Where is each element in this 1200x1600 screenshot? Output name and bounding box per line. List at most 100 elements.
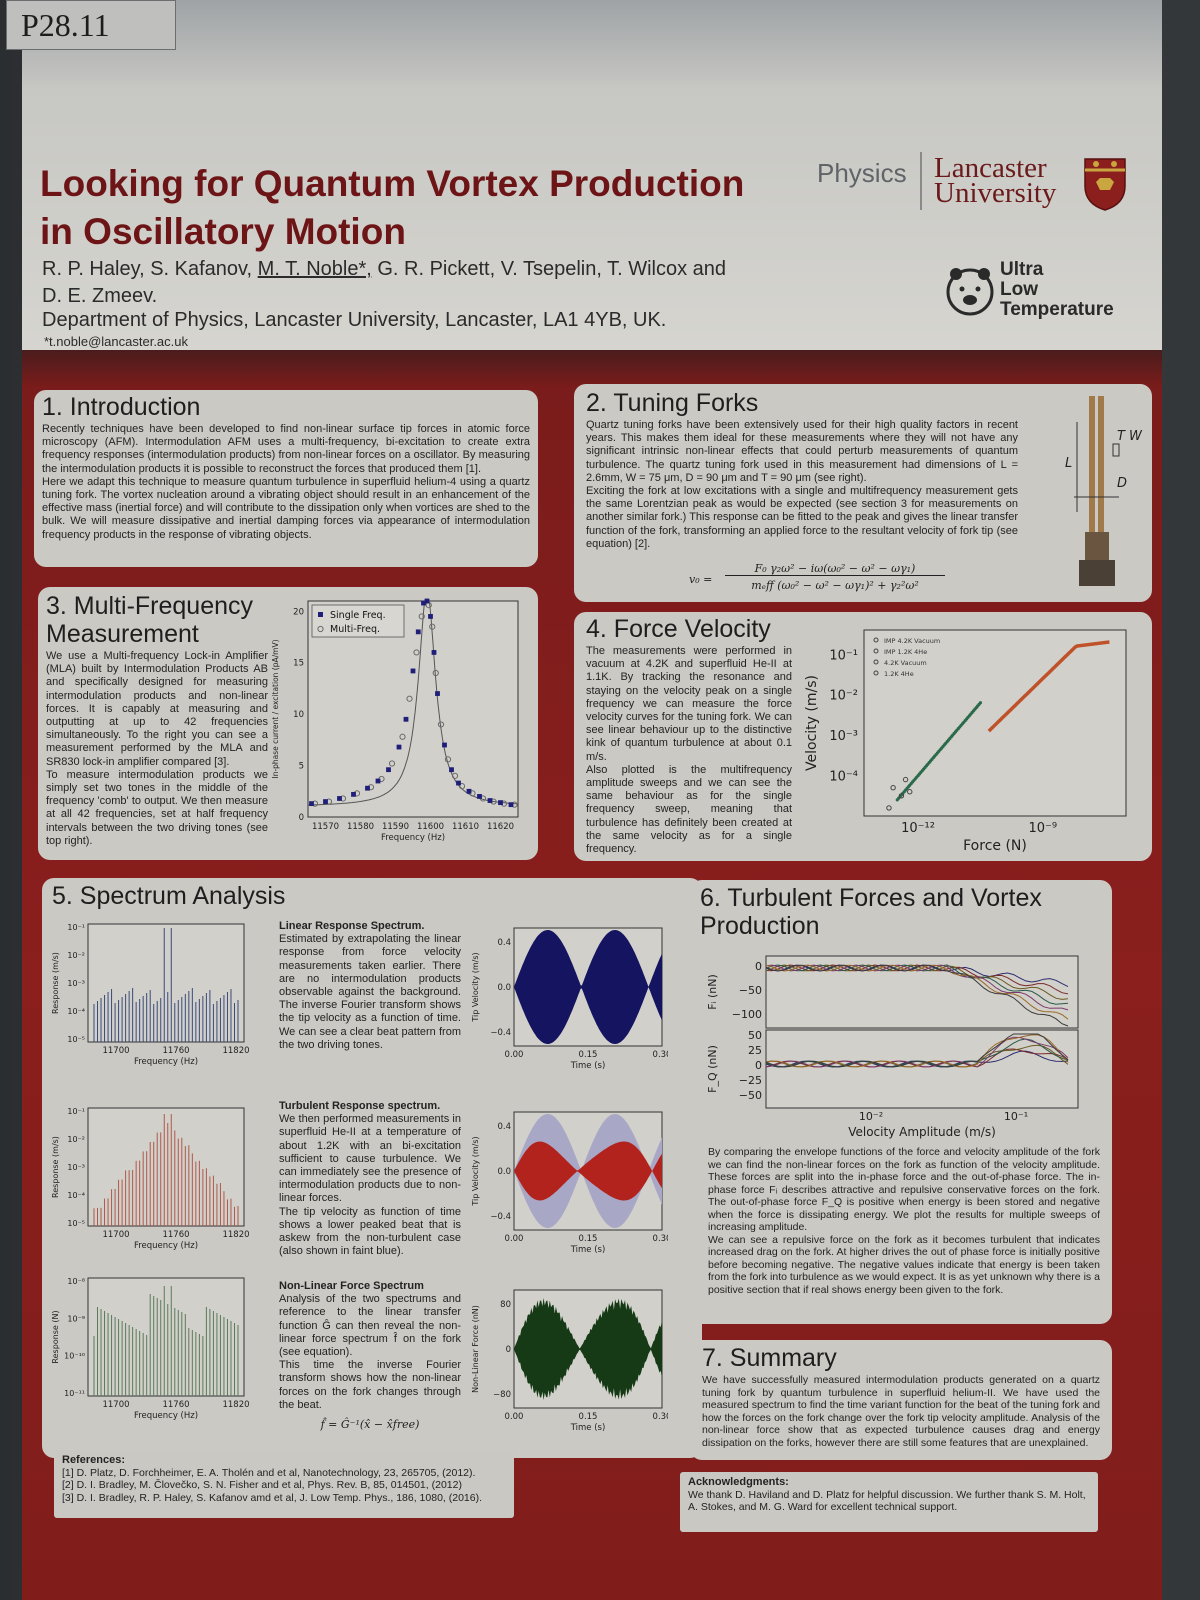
y-tick-label: 10⁻⁹ <box>67 1314 85 1323</box>
nonlinear-force-text: Non-Linear Force Spectrum Analysis of th… <box>279 1280 461 1431</box>
y-tick-label: 10⁻² <box>67 951 85 960</box>
single-freq-point <box>410 668 416 674</box>
single-freq-point <box>431 650 437 655</box>
legend-marker <box>873 637 879 643</box>
equation-numerator: F₀ γ₂ω² − iω(ω₀² − ω² − ωγ₁) <box>725 562 945 576</box>
bottom-y-tick-label: 0 <box>755 1059 762 1072</box>
single-freq-point <box>365 785 370 791</box>
in-phase-force-sweep <box>765 964 1069 1027</box>
x-tick-label: 10⁻⁹ <box>1029 821 1058 836</box>
mfm-p2: To measure intermodulation products we s… <box>46 768 268 847</box>
plot-frame <box>87 1277 245 1397</box>
y-tick-label: 10⁻⁴ <box>67 1191 85 1200</box>
vacuum-point <box>978 701 983 705</box>
in-phase-force-sweep <box>765 964 1069 1011</box>
x-tick-label: 0.30 <box>653 1050 668 1060</box>
multi-freq-point <box>444 756 452 763</box>
fork-label-T: T <box>1117 429 1126 444</box>
linear-spectrum-chart: 10⁻¹ 10⁻² 10⁻³ 10⁻⁴ 10⁻⁵ 11700 11760 11820 Frequ… <box>51 923 250 1067</box>
bottom-y-tick-label: −50 <box>739 1089 762 1102</box>
x-axis-label: Time (s) <box>570 1423 606 1433</box>
legend-marker <box>873 648 879 654</box>
imp-point <box>898 793 905 799</box>
single-freq-point <box>456 780 461 786</box>
poster: P28.11 Looking for Quantum Vortex Produc… <box>6 0 1162 1600</box>
introduction-p1: Recently techniques have been developed … <box>42 423 530 475</box>
ult-logo-text: Ultra Low Temperature <box>1000 260 1114 320</box>
legend-label: 1.2K 4He <box>884 670 914 678</box>
multi-freq-point <box>388 760 396 767</box>
bottom-y-tick-label: 50 <box>748 1029 762 1042</box>
plot-frame <box>87 1107 245 1227</box>
y-axis-label: Tip Velocity (m/s) <box>471 952 480 1022</box>
x-tick-label: 0.00 <box>505 1412 524 1422</box>
single-freq-point <box>487 798 493 803</box>
y-tick-label: 0.4 <box>497 1122 511 1132</box>
y-axis-label: Non-Linear Force (nN) <box>471 1305 480 1393</box>
x-axis-label: Frequency (Hz) <box>381 833 445 843</box>
top-y-tick-label: −100 <box>732 1008 762 1021</box>
single-freq-point <box>386 767 391 773</box>
turbulent-response-body: We then performed measurements in superf… <box>279 1113 461 1205</box>
y-tick-label: 10⁻⁵ <box>67 1035 85 1044</box>
y-tick-label: 0.0 <box>497 1167 511 1177</box>
mfm-heading-line2: Measurement <box>46 620 199 648</box>
x-axis-label: Velocity Amplitude (m/s) <box>848 1125 996 1139</box>
top-y-tick-label: −50 <box>739 984 762 997</box>
turbulent-forces-p2: We can see a repulsive force on the fork… <box>708 1233 1100 1296</box>
turbulent-forces-heading-line1: 6. Turbulent Forces and Vortex <box>700 884 1042 912</box>
x-tick-label: 11700 <box>102 1046 129 1056</box>
equation-denominator: mₑff (ω₀² − ω² − ωγ₁)² + γ₂²ω² <box>751 579 919 592</box>
y-tick-label: 10⁻² <box>67 1135 85 1144</box>
multi-freq-point <box>413 649 420 656</box>
y-tick-label: 10⁻⁵ <box>67 1219 85 1228</box>
turbulent-tip-velocity-chart: 0.4 0.0 −0.4 0.00 0.15 0.30 Time (s) Tip Veloci… <box>471 1111 668 1255</box>
turbulent-forces-chart: 0 −50 −100 50 25 0 −25 −50 Fᵢ (nN) F_Q (nN) 10⁻² 10… <box>706 955 1079 1139</box>
single-freq-point <box>415 629 421 635</box>
x-tick-label: 11820 <box>222 1046 249 1056</box>
single-freq-point <box>309 801 314 807</box>
multi-freq-point <box>432 669 439 677</box>
lancaster-line2: University <box>934 177 1057 209</box>
turbulent-forces-heading-line2: Production <box>700 912 820 940</box>
single-freq-point <box>435 691 440 696</box>
poster-id-tag: P28.11 <box>6 0 176 50</box>
bottom-plot-frame <box>765 1029 1079 1109</box>
multi-freq-point <box>418 613 425 620</box>
spectrum-analysis-heading: 5. Spectrum Analysis <box>52 882 286 910</box>
transfer-function-equation: v₀ = F₀ γ₂ω² − iω(ω₀² − ω² − ωγ₁) mₑff (… <box>689 562 989 598</box>
single-freq-point <box>323 799 328 804</box>
imp-point <box>902 776 909 783</box>
x-axis-label: Time (s) <box>570 1245 606 1255</box>
introduction-text: Recently techniques have been developed … <box>42 423 530 542</box>
authors-after: G. R. Pickett, V. Tsepelin, T. Wilcox an… <box>371 258 727 280</box>
legend-marker <box>873 659 879 665</box>
tuning-forks-heading: 2. Tuning Forks <box>586 389 759 417</box>
multi-freq-point <box>437 721 445 728</box>
ult-line2: Low <box>1000 279 1038 300</box>
single-freq-point <box>449 767 454 773</box>
reference-1: [1] D. Platz, D. Forchheimer, E. A. Thol… <box>62 1466 476 1479</box>
tuning-forks-panel: 2. Tuning Forks Quartz tuning forks have… <box>574 384 1152 602</box>
turbulent-response-title: Turbulent Response spectrum. <box>279 1100 441 1112</box>
force-velocity-chart: IMP 4.2K Vacuum IMP 1.2K 4He 4.2K Vacuum 1.… <box>804 629 1127 854</box>
title-line-2: in Oscillatory Motion <box>40 211 406 252</box>
x-tick-label: 11700 <box>102 1400 129 1410</box>
y-tick-label: 0 <box>506 1345 511 1355</box>
y-tick-label: −0.4 <box>490 1212 511 1222</box>
turbulent-response-body2: The tip velocity as function of time sho… <box>279 1205 461 1258</box>
x-tick-label: 0.15 <box>579 1412 598 1422</box>
references-box: References: [1] D. Platz, D. Forchheimer… <box>54 1450 514 1518</box>
acknowledgments-text: We thank D. Haviland and D. Platz for he… <box>688 1488 1086 1514</box>
x-tick-label: 10⁻¹ <box>1004 1110 1028 1123</box>
legend-single-marker <box>318 612 323 617</box>
multi-freq-point <box>399 733 406 740</box>
single-freq-point <box>337 796 342 801</box>
single-freq-point <box>466 788 472 794</box>
y-tick-label: 10⁻² <box>829 689 858 704</box>
acknowledgments-box: Acknowledgments: We thank D. Haviland an… <box>680 1472 1098 1532</box>
y-axis-label: Response (N) <box>51 1310 60 1363</box>
single-freq-point <box>351 791 356 797</box>
y-tick-label: 0 <box>299 813 304 823</box>
tuning-forks-p1: Quartz tuning forks have been extensivel… <box>586 419 1018 484</box>
